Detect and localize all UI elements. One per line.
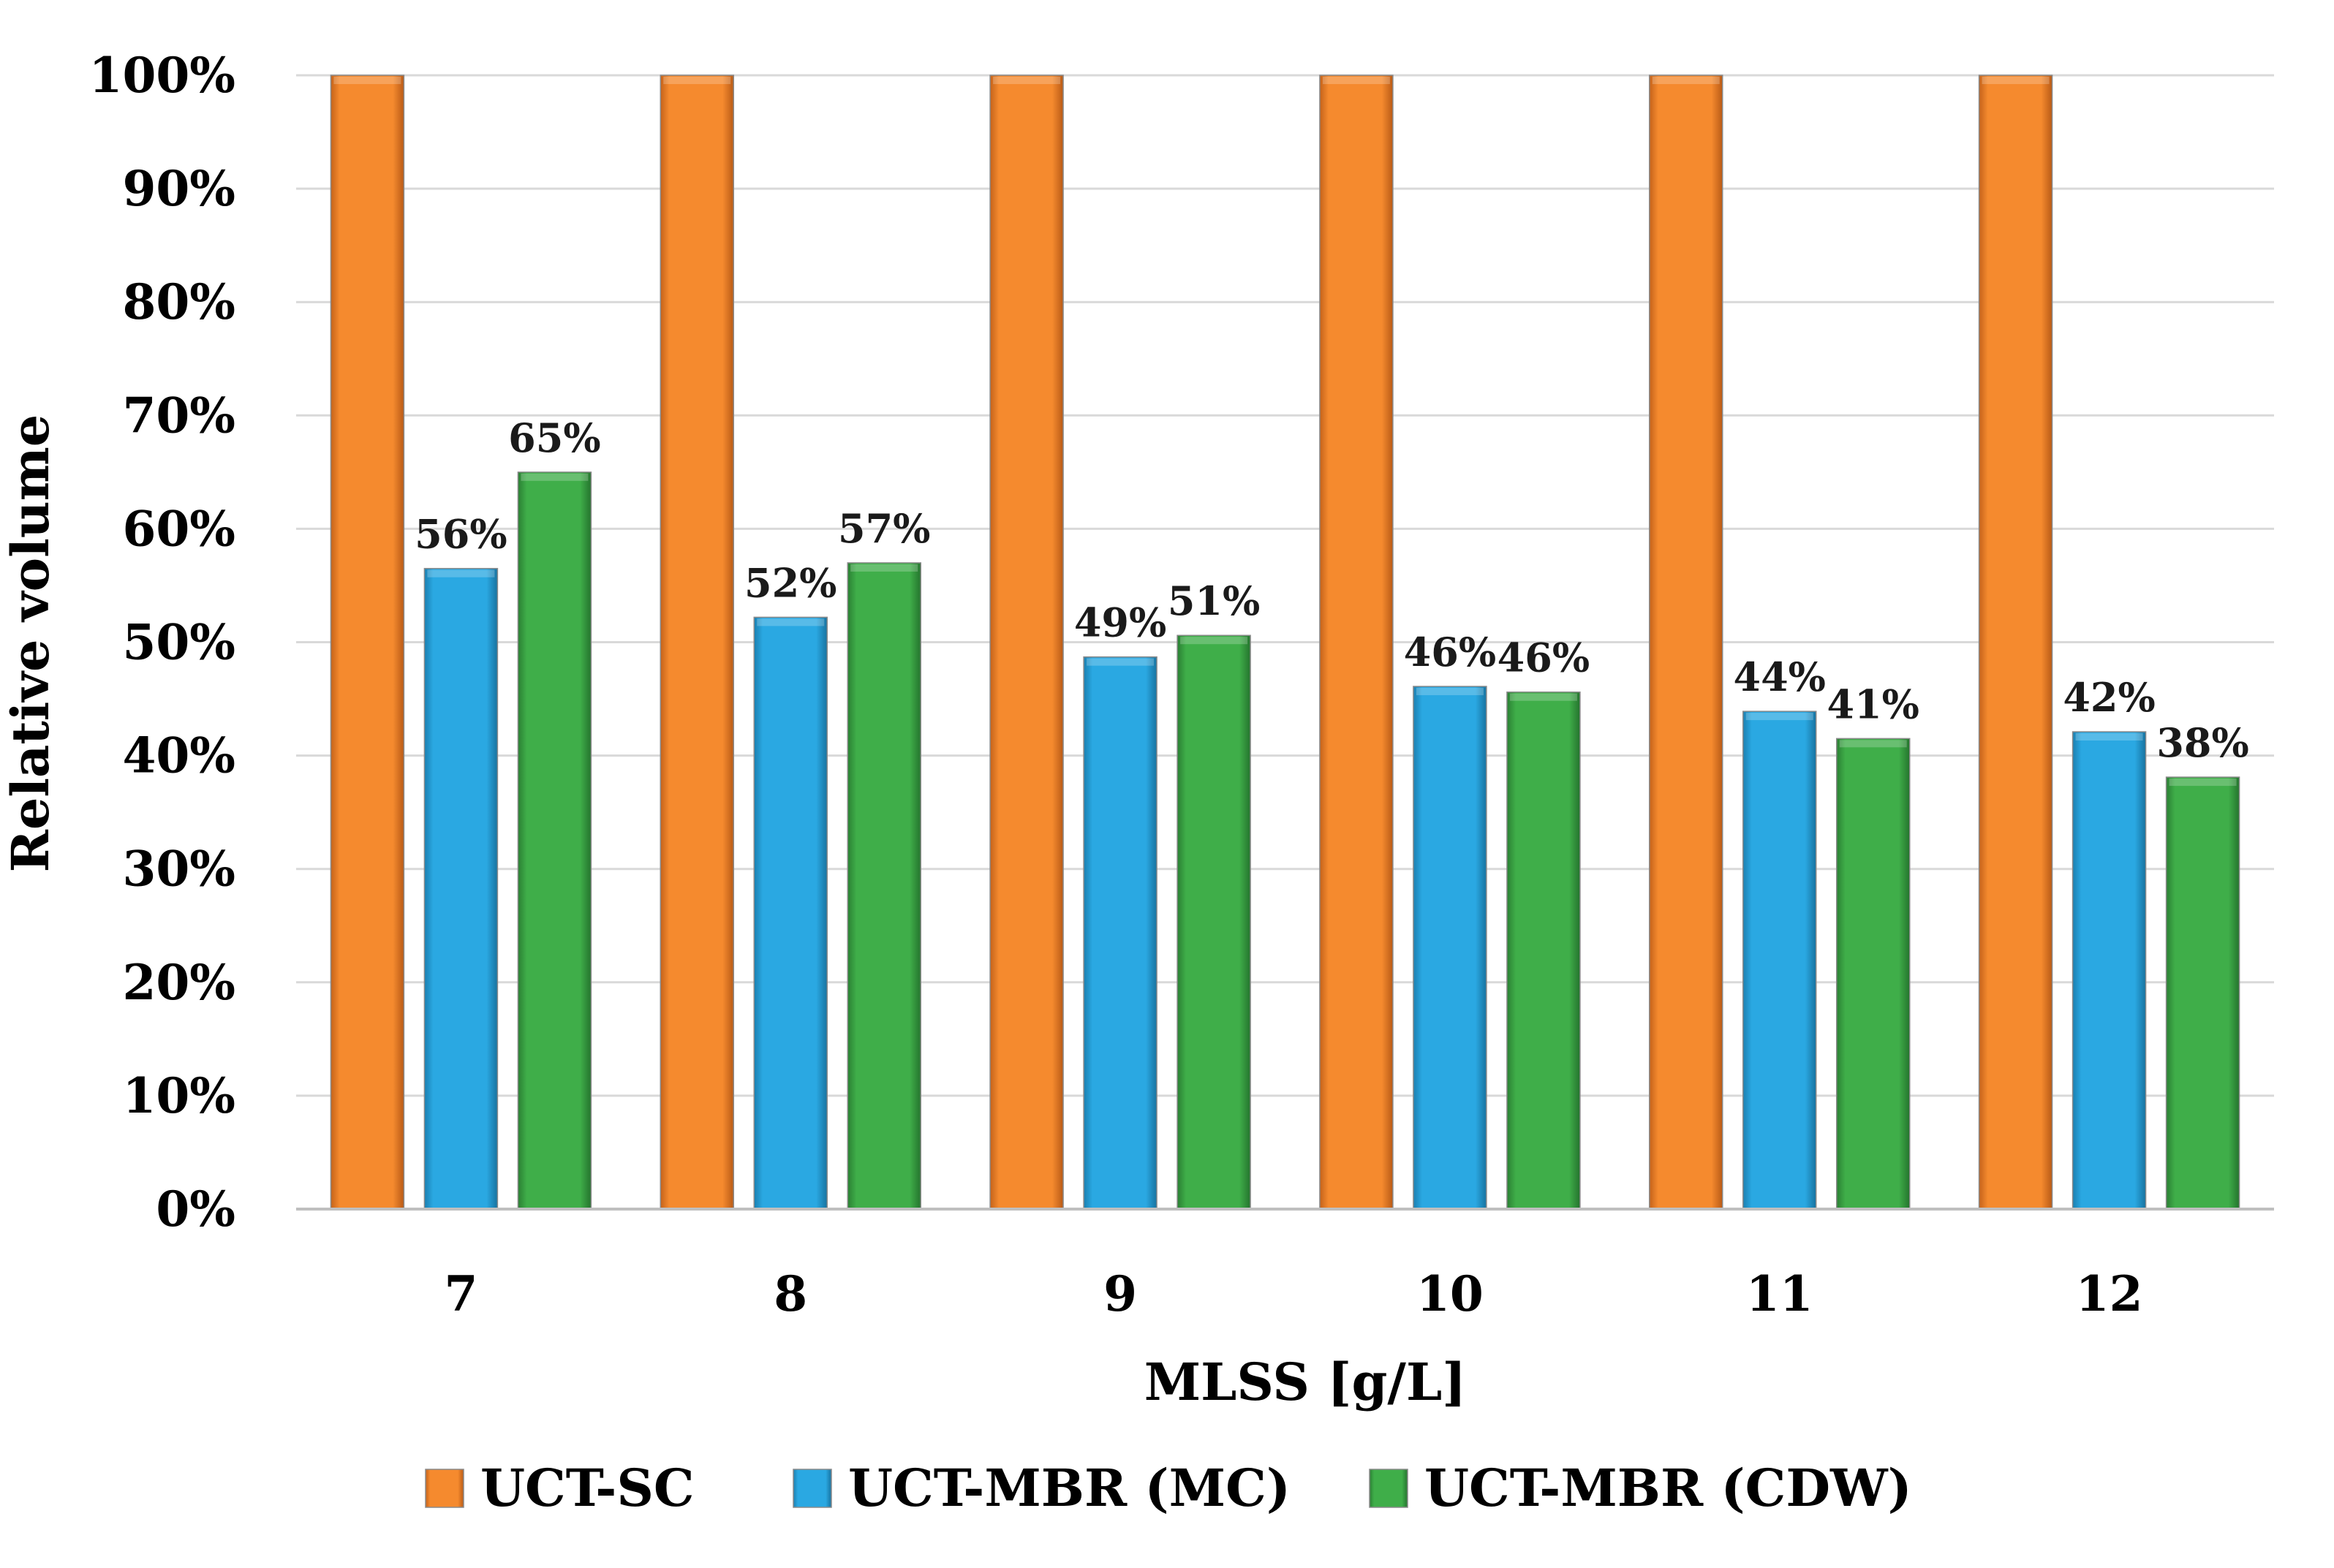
bars bbox=[330, 75, 2240, 1210]
bar-uct-mbr-mc--10 bbox=[1413, 686, 1487, 1210]
x-tick-label: 10 bbox=[1416, 1265, 1484, 1322]
axes: 0% 10% 20% 30% 40% 50% 60% 70% 80% 90% 100% 7 8 9 10 11… bbox=[89, 47, 2274, 1322]
bar-uct-mbr-mc--12 bbox=[2071, 731, 2147, 1210]
legend-label: UCT-MBR (MC) bbox=[848, 1458, 1291, 1518]
bar-uct-sc-8 bbox=[660, 75, 734, 1210]
bar-uct-sc-7 bbox=[330, 75, 405, 1210]
data-label: 52% bbox=[744, 559, 836, 606]
gridlines bbox=[296, 74, 2274, 1097]
bar-uct-mbr-mc--8 bbox=[753, 616, 828, 1210]
data-label: 44% bbox=[1734, 654, 1826, 700]
legend-swatch bbox=[425, 1469, 464, 1508]
y-tick-label: 90% bbox=[122, 160, 235, 217]
data-label: 41% bbox=[1827, 681, 1919, 727]
y-tick-label: 10% bbox=[122, 1067, 235, 1124]
bar-bevel bbox=[333, 77, 401, 84]
bar-bevel bbox=[2075, 733, 2143, 741]
bar-uct-mbr-cdw--10 bbox=[1506, 691, 1581, 1210]
bar-uct-sc-10 bbox=[1319, 75, 1394, 1210]
x-tick-label: 11 bbox=[1746, 1265, 1813, 1322]
data-label: 51% bbox=[1168, 577, 1260, 624]
bar-bevel bbox=[1416, 687, 1484, 695]
bar-bevel bbox=[1087, 658, 1155, 666]
data-label: 56% bbox=[415, 511, 507, 558]
bar-uct-mbr-cdw--7 bbox=[517, 471, 592, 1210]
bar-bevel bbox=[427, 569, 495, 577]
bar-uct-mbr-mc--11 bbox=[1742, 711, 1817, 1210]
data-label: 49% bbox=[1074, 599, 1166, 646]
x-axis-title: MLSS [g/L] bbox=[1144, 1352, 1467, 1412]
data-label: 46% bbox=[1404, 629, 1496, 675]
y-axis-title: Relative volume bbox=[0, 414, 61, 873]
legend-label: UCT-SC bbox=[480, 1458, 695, 1518]
data-label: 46% bbox=[1498, 635, 1590, 681]
bar-bevel bbox=[1745, 713, 1813, 721]
legend-label: UCT-MBR (CDW) bbox=[1424, 1458, 1912, 1518]
bar-bevel bbox=[757, 618, 825, 626]
y-tick-label: 40% bbox=[122, 727, 235, 784]
bar-bevel bbox=[2169, 779, 2237, 787]
x-tick-label: 7 bbox=[444, 1265, 477, 1322]
bar-bevel bbox=[1652, 77, 1720, 84]
y-tick-label: 80% bbox=[122, 273, 235, 330]
bar-bevel bbox=[521, 473, 589, 481]
y-tick-label: 30% bbox=[122, 841, 235, 898]
y-tick-label: 0% bbox=[156, 1181, 235, 1238]
bar-bevel bbox=[663, 77, 731, 84]
bar-bevel bbox=[1509, 693, 1577, 701]
legend-swatch bbox=[1369, 1469, 1408, 1508]
bar-uct-mbr-mc--7 bbox=[423, 567, 499, 1210]
y-tick-label: 70% bbox=[122, 387, 235, 444]
bar-bevel bbox=[1982, 77, 2050, 84]
y-tick-label: 100% bbox=[89, 47, 235, 104]
bar-bevel bbox=[1180, 637, 1248, 645]
y-tick-label: 50% bbox=[122, 614, 235, 671]
bar-bevel bbox=[1322, 77, 1390, 84]
data-label: 42% bbox=[2063, 674, 2155, 721]
bar-uct-mbr-cdw--11 bbox=[1836, 738, 1911, 1210]
data-labels: 56% 65% 52%57% 49% 51% 46% 46% 44%41% 42%38% bbox=[415, 414, 2249, 766]
data-label: 57% bbox=[838, 505, 930, 552]
bar-uct-mbr-cdw--12 bbox=[2165, 776, 2240, 1210]
bar-uct-mbr-mc--9 bbox=[1083, 656, 1157, 1210]
bar-uct-mbr-cdw--8 bbox=[847, 562, 921, 1210]
x-tick-label: 12 bbox=[2076, 1265, 2143, 1322]
y-tick-label: 20% bbox=[122, 954, 235, 1011]
bar-bevel bbox=[850, 564, 918, 572]
bar-bevel bbox=[993, 77, 1061, 84]
data-label: 65% bbox=[508, 414, 600, 461]
legend: UCT-SC UCT-MBR (MC) UCT-MBR (CDW) bbox=[425, 1458, 1912, 1518]
y-tick-label: 60% bbox=[122, 500, 235, 557]
x-tick-label: 9 bbox=[1103, 1265, 1137, 1322]
bar-uct-mbr-cdw--9 bbox=[1177, 635, 1251, 1210]
data-label: 38% bbox=[2156, 719, 2248, 766]
legend-swatch bbox=[793, 1469, 832, 1508]
bar-uct-sc-12 bbox=[1978, 75, 2053, 1210]
bar-bevel bbox=[1839, 740, 1907, 748]
x-tick-label: 8 bbox=[774, 1265, 807, 1322]
bar-uct-sc-9 bbox=[989, 75, 1064, 1210]
bar-uct-sc-11 bbox=[1649, 75, 1723, 1210]
